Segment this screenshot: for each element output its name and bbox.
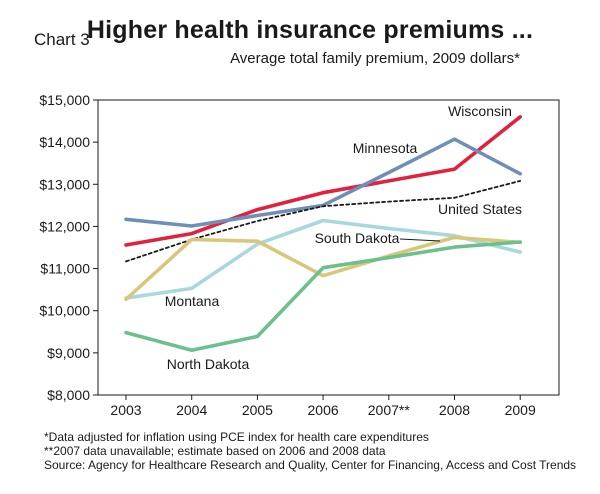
south-dakota-leader-line <box>399 238 441 242</box>
footnote-inflation: *Data adjusted for inflation using PCE i… <box>44 430 429 444</box>
x-tick-label: 2009 <box>505 402 536 418</box>
series-label-united-states: United States <box>438 201 522 217</box>
y-tick-label: $12,000 <box>39 218 90 234</box>
y-tick-label: $13,000 <box>39 176 90 192</box>
x-tick-label: 2003 <box>110 402 141 418</box>
series-line-montana <box>124 235 523 302</box>
series-label-montana: Montana <box>165 293 220 309</box>
chart-number: Chart 3 <box>34 30 90 49</box>
x-tick-label: 2006 <box>308 402 339 418</box>
y-tick-label: $15,000 <box>39 92 90 108</box>
series-label-minnesota: Minnesota <box>353 140 418 156</box>
y-tick-label: $14,000 <box>39 134 90 150</box>
x-tick-label: 2007** <box>368 402 411 418</box>
footnotes: *Data adjusted for inflation using PCE i… <box>44 430 576 472</box>
chart-subtitle: Average total family premium, 2009 dolla… <box>230 50 520 67</box>
series-line-wisconsin <box>124 115 523 247</box>
x-tick-label: 2008 <box>439 402 470 418</box>
x-tick-label: 2005 <box>242 402 273 418</box>
plot-frame <box>97 99 560 396</box>
x-tick-label: 2004 <box>176 402 207 418</box>
y-tick-label: $8,000 <box>47 387 90 403</box>
series-line-north-dakota <box>124 240 523 353</box>
footnote-2007: **2007 data unavailable; estimate based … <box>44 444 386 458</box>
y-tick-label: $11,000 <box>40 261 90 277</box>
chart-title: Higher health insurance premiums ... <box>86 16 534 44</box>
series-label-wisconsin: Wisconsin <box>448 103 512 119</box>
source-note: Source: Agency for Healthcare Research a… <box>44 458 577 472</box>
y-tick-label: $10,000 <box>39 303 90 319</box>
series-label-north-dakota: North Dakota <box>167 356 250 372</box>
series-label-south-dakota: South Dakota <box>315 230 400 246</box>
y-tick-label: $9,000 <box>47 345 90 361</box>
